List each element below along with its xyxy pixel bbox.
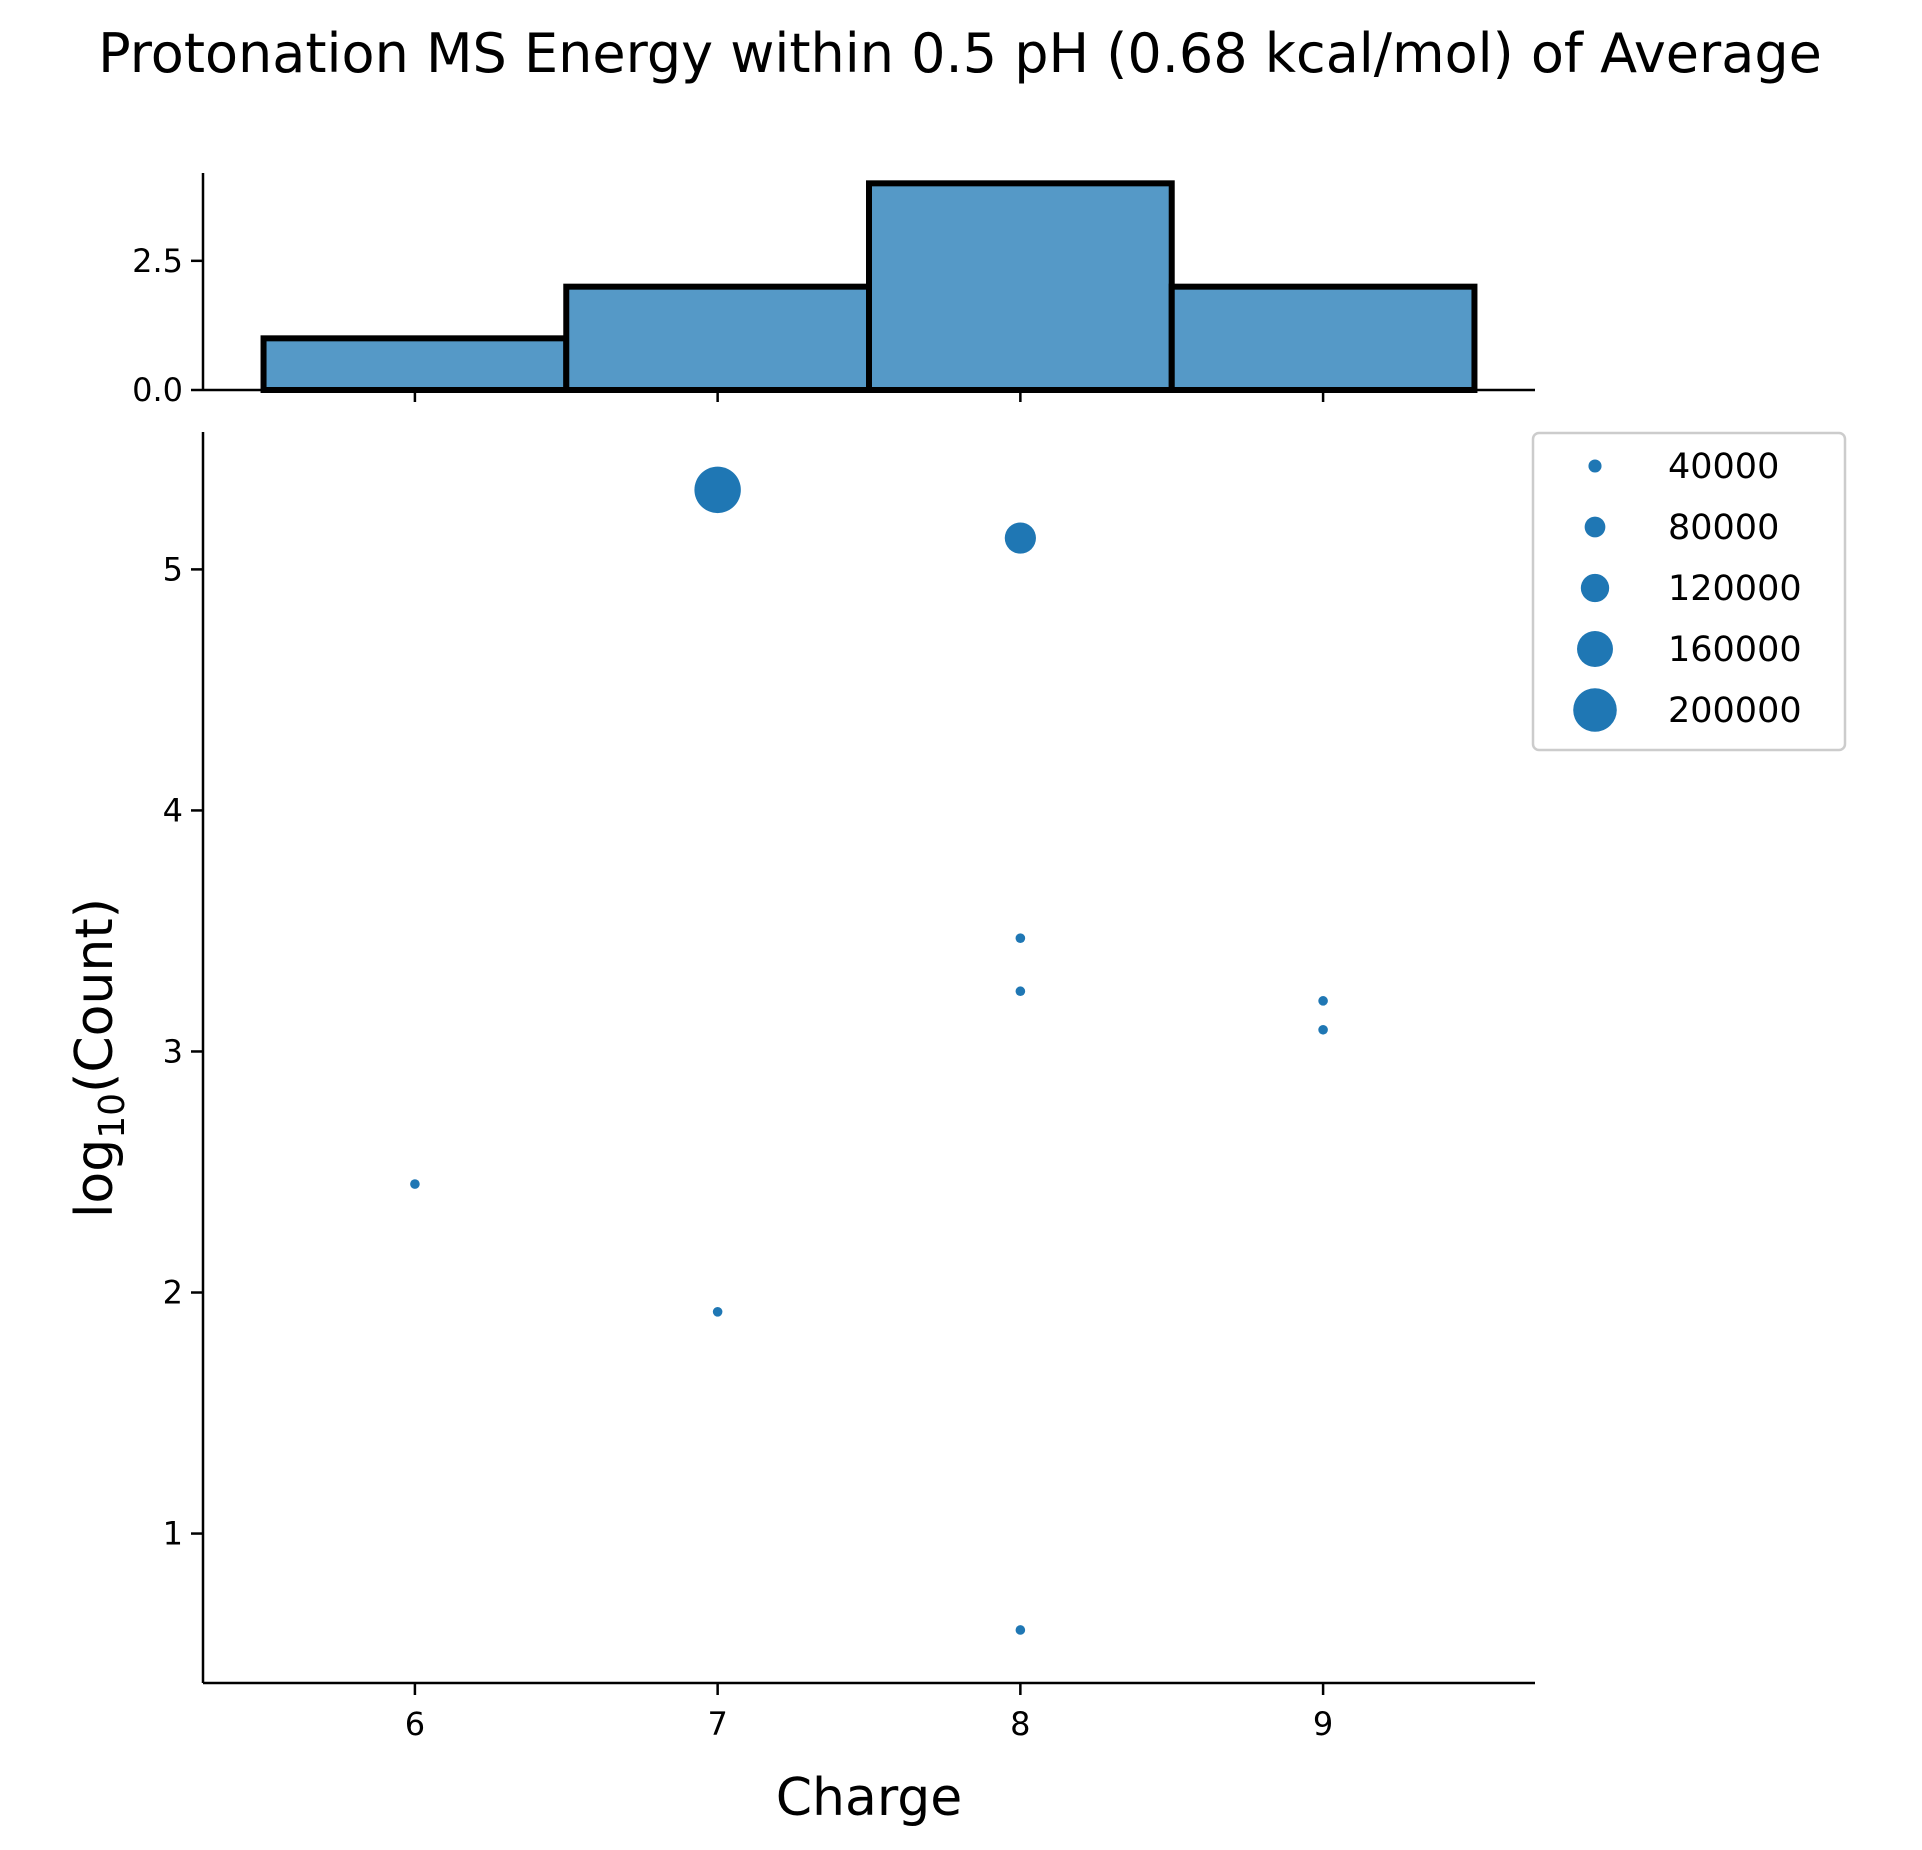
scatter-point-6 [1318,1024,1328,1035]
scatter-point-5 [1318,996,1328,1006]
legend-label-2: 80000 [1668,508,1779,548]
legend-label-3: 120000 [1668,569,1802,609]
legend-frame [1531,431,1847,752]
scatter-y-tick-label: 3 [163,1032,183,1070]
histogram-y-tick-label: 0.0 [132,371,183,409]
y-axis-label-subscript: 10 [92,1093,133,1139]
histogram-y-tick-label: 2.5 [132,242,183,280]
scatter-y-tick-label: 1 [163,1515,183,1553]
legend-marker-3 [1580,573,1610,603]
scatter-point-1 [694,466,741,514]
scatter-x-tick-label: 7 [707,1705,727,1743]
scatter-point-7 [410,1179,420,1189]
y-axis-label-tail: (Count) [65,898,125,1093]
histogram-y-ticks: 0.0 2.5 [132,242,203,409]
scatter-y-tick-label: 4 [163,791,183,829]
scatter-x-tick-label: 9 [1313,1705,1333,1743]
scatter-x-tick-label: 6 [405,1705,425,1743]
histogram-bar-2 [563,283,872,393]
chart-title: Protonation MS Energy within 0.5 pH (0.6… [98,22,1822,85]
legend-marker-4 [1577,631,1613,667]
legend-label-5: 200000 [1668,691,1802,731]
scatter-point-8 [712,1306,723,1317]
scatter-point-3 [1015,933,1026,943]
histogram-x-ticks [413,390,1325,402]
scatter-point-2 [1004,522,1036,554]
scatter-point-9 [1015,1625,1026,1635]
histogram-bar-1 [260,335,570,394]
legend-marker-2 [1584,516,1606,538]
scatter-plot: 1 2 3 4 5 6 7 8 9 Charge log10(Count) [65,432,1535,1828]
histogram-bar-4 [1168,283,1478,393]
scatter-x-tick-label: 8 [1010,1705,1030,1743]
scatter-points [410,466,1328,1635]
legend-label-4: 160000 [1668,630,1802,670]
marginal-histogram: 0.0 2.5 [132,173,1535,409]
scatter-y-tick-label: 5 [163,550,183,588]
scatter-point-4 [1015,986,1026,997]
legend-entries: 40000 80000 120000 160000 200000 [1573,447,1802,732]
legend-label-1: 40000 [1668,447,1779,487]
scatter-x-ticks: 6 7 8 9 [405,1683,1333,1743]
y-axis-label: log10(Count) [65,898,133,1218]
scatter-y-tick-label: 2 [163,1274,183,1312]
y-axis-label-main: log [65,1139,125,1218]
x-axis-label: Charge [776,1768,963,1828]
size-legend: 40000 80000 120000 160000 200000 [1531,431,1847,752]
legend-marker-1 [1588,459,1602,473]
histogram-bar-3 [866,180,1175,393]
histogram-bars [260,180,1478,394]
scatter-y-ticks: 1 2 3 4 5 [163,550,203,1553]
legend-marker-5 [1573,688,1617,732]
